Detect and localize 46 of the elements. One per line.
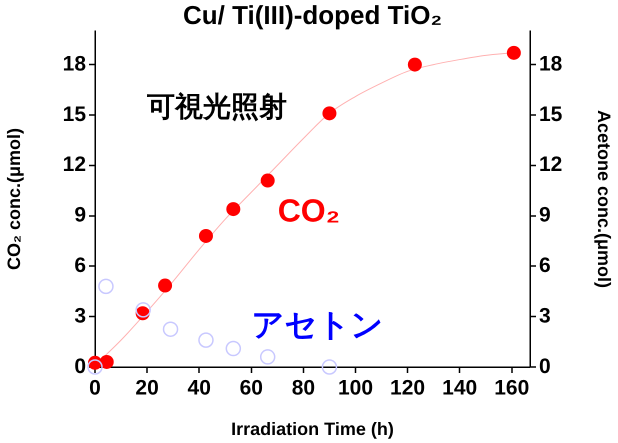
y2-tick-label: 6 [539, 254, 551, 277]
y2-tick-label: 0 [539, 354, 551, 378]
point [506, 46, 521, 60]
point [226, 202, 240, 216]
y2-tick-label: 12 [539, 153, 562, 176]
point [322, 359, 338, 375]
x-tick-label: 140 [442, 376, 478, 400]
x-tick-label: 60 [240, 376, 263, 400]
y-tick-label: 18 [62, 52, 86, 76]
y-tick-label: 3 [74, 304, 86, 328]
point [260, 174, 275, 188]
x-tick-label: 80 [292, 376, 316, 400]
point [100, 354, 114, 369]
point [260, 349, 276, 365]
annotation: 可視光照射 [146, 91, 288, 122]
point [198, 228, 213, 243]
point [162, 321, 178, 337]
point [408, 58, 422, 72]
y-tick-label: 9 [74, 204, 86, 227]
x-tick-label: 160 [494, 376, 530, 400]
x-tick-label: 100 [338, 376, 373, 400]
y-tick-label: 12 [62, 153, 86, 176]
x-tick-label: 120 [390, 376, 426, 400]
point [135, 302, 151, 318]
y-tick-label: 15 [62, 102, 86, 126]
y-tick-label: 6 [74, 254, 86, 277]
point [87, 359, 103, 375]
y2-tick-label: 9 [539, 204, 551, 227]
y2-tick-label: 15 [539, 102, 563, 126]
series-label: CO₂ [278, 192, 340, 228]
x-tick-label: 0 [89, 376, 101, 400]
chart-title: Cu/ Ti(III)-doped TiO₂ [182, 0, 442, 30]
series-label: アセトン [252, 306, 384, 343]
y-tick-label: 0 [74, 354, 86, 378]
y2-tick-label: 3 [539, 304, 551, 328]
point [198, 332, 214, 348]
x-tick-label: 20 [135, 376, 159, 400]
point [226, 340, 242, 356]
x-tick-label: 40 [188, 376, 211, 400]
y-axis-title: CO₂ conc.(μmol) [4, 128, 24, 270]
x-axis-title: Irradiation Time (h) [231, 419, 394, 440]
point [322, 106, 336, 120]
y2-axis-title: Acetone conc.(μmol) [594, 110, 614, 288]
point [158, 278, 172, 293]
y2-tick-label: 18 [539, 52, 563, 76]
point [98, 278, 114, 294]
